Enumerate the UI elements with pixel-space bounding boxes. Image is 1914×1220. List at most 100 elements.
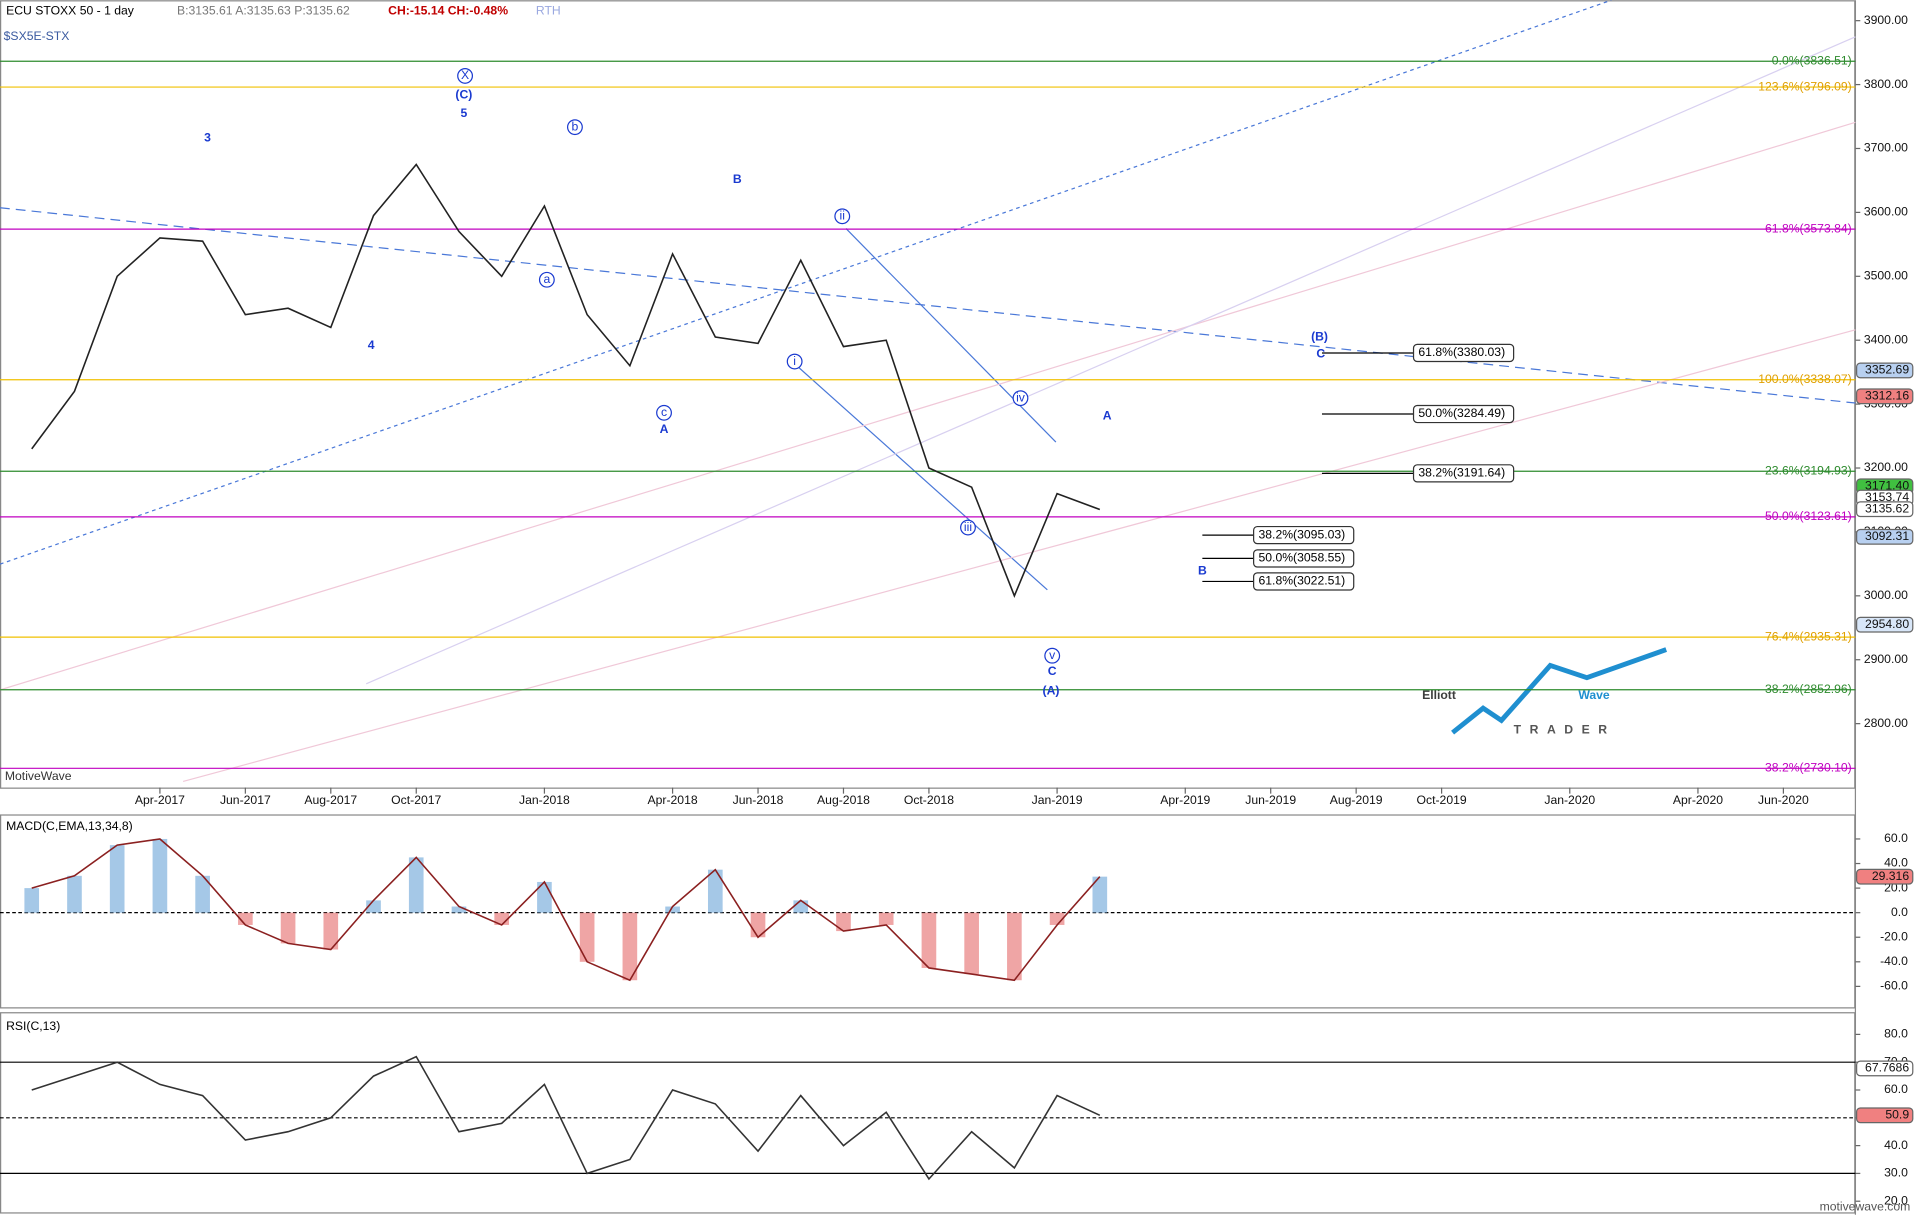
x-tick-label: Apr-2020	[1673, 793, 1723, 807]
wave-circle	[834, 208, 851, 225]
price-tag	[1856, 388, 1914, 405]
wave-label: (A)	[1043, 683, 1060, 697]
projection-box	[1412, 464, 1515, 483]
macd-bar	[109, 845, 125, 913]
fib-label: 0.0%(3836.51)	[1772, 53, 1852, 67]
macd-bar	[280, 912, 296, 944]
fib-label: 23.6%(3194.93)	[1765, 463, 1852, 477]
wave-circle	[566, 119, 583, 136]
y-tick-label: -40.0	[1880, 954, 1908, 968]
trend-lines	[0, 0, 1856, 783]
wave-label: iv	[1016, 390, 1026, 404]
projection-box	[1253, 549, 1355, 568]
price-tag-label: 29.316	[1872, 869, 1909, 883]
fib-label: 38.2%(2730.10)	[1765, 761, 1852, 775]
price-tag-label: 3092.31	[1865, 529, 1909, 543]
y-tick-label: 3800.00	[1864, 77, 1908, 91]
wave-label: (C)	[455, 88, 472, 102]
macd-bar	[964, 912, 979, 975]
y-tick-label: 3700.00	[1864, 141, 1908, 155]
x-tick-label: Oct-2019	[1417, 793, 1467, 807]
price-tag-label: 67.7686	[1865, 1061, 1909, 1075]
macd-bar	[24, 888, 40, 913]
ticker: $SX5E-STX	[4, 29, 70, 43]
x-tick-label: Apr-2017	[135, 793, 185, 807]
y-tick-label: 60.0	[1884, 831, 1908, 845]
wave-label: B	[733, 172, 742, 186]
logo-word: Elliott	[1422, 688, 1456, 702]
x-tick-label: Jun-2020	[1758, 793, 1809, 807]
x-tick-label: Aug-2018	[817, 793, 870, 807]
wave-label: 3	[204, 130, 211, 144]
projection-label: 50.0%(3284.49)	[1418, 406, 1505, 420]
x-tick-label: Apr-2019	[1160, 793, 1210, 807]
macd-bar	[67, 875, 82, 913]
wave-label: C	[1316, 346, 1325, 360]
projection-label: 38.2%(3191.64)	[1418, 466, 1505, 480]
fib-label: 38.2%(2852.96)	[1765, 682, 1852, 696]
x-tick-label: Oct-2017	[391, 793, 441, 807]
x-tick-label: Jun-2018	[733, 793, 784, 807]
y-tick-label: 2800.00	[1864, 716, 1908, 730]
y-tick-label: 3900.00	[1864, 13, 1908, 27]
logo: Elliott Wave TRADER	[1422, 647, 1668, 736]
wave-label: A	[1103, 409, 1112, 423]
y-tick-label: 80.0	[1884, 1027, 1908, 1041]
projection-box	[1253, 572, 1355, 591]
wave-circle	[457, 67, 474, 84]
projection-label: 61.8%(3022.51)	[1259, 574, 1346, 588]
wave-circle	[1044, 647, 1061, 664]
macd-bar	[408, 857, 424, 913]
macd-bar	[665, 906, 680, 913]
x-tick-label: Oct-2018	[904, 793, 954, 807]
projection-box	[1412, 404, 1515, 424]
wave-label: b	[572, 119, 579, 133]
macd-line	[31, 838, 1101, 982]
rsi-line	[31, 1055, 1101, 1181]
macd-bar	[323, 912, 339, 950]
wave-label: ii	[840, 208, 845, 222]
wave-label: (B)	[1311, 329, 1328, 343]
x-tick-label: Aug-2017	[304, 793, 357, 807]
y-tick-label: 2900.00	[1864, 652, 1908, 666]
price-tag	[1856, 528, 1914, 545]
quote: B:3135.61 A:3135.63 P:3135.62	[177, 3, 350, 17]
y-tick-label: 0.0	[1891, 905, 1908, 919]
y-tick-label: 30.0	[1884, 1166, 1908, 1180]
wave-label: i	[793, 354, 796, 368]
price-tag	[1856, 501, 1914, 518]
fib-label: 100.0%(3338.07)	[1758, 372, 1852, 386]
projection-label: 38.2%(3095.03)	[1259, 527, 1346, 541]
price-tag-label: 50.9	[1885, 1108, 1909, 1122]
x-tick-label: Jan-2020	[1544, 793, 1595, 807]
x-tick-label: Jan-2018	[519, 793, 570, 807]
price-tag-label: 3153.74	[1865, 490, 1909, 504]
macd-bar	[451, 906, 467, 913]
logo-swoosh	[1451, 647, 1668, 735]
projection-box	[1253, 525, 1355, 545]
macd-bar	[707, 869, 723, 913]
macd-bar	[836, 912, 851, 932]
fib-label: 123.6%(3796.09)	[1758, 79, 1852, 93]
x-tick-label: Jan-2019	[1032, 793, 1083, 807]
session: RTH	[536, 3, 561, 17]
price-tag	[1856, 868, 1914, 885]
wave-label: C	[1048, 664, 1057, 678]
macd-bar	[793, 900, 809, 913]
y-tick-label: 3200.00	[1864, 460, 1908, 474]
wave-label: X	[461, 68, 469, 82]
y-tick-label: 20.0	[1884, 1193, 1908, 1207]
y-tick-label: 40.0	[1884, 856, 1908, 870]
rsi-title: RSI(C,13)	[6, 1019, 60, 1033]
wave-label: v	[1049, 648, 1056, 662]
y-tick-label: 60.0	[1884, 1082, 1908, 1096]
wave-label: 4	[368, 338, 375, 352]
price-tag-label: 2954.80	[1865, 617, 1909, 631]
logo-word: TRADER	[1514, 722, 1616, 736]
fib-label: 61.8%(3573.84)	[1765, 221, 1852, 235]
fib-label: 50.0%(3123.61)	[1765, 509, 1852, 523]
x-tick-label: Jun-2019	[1245, 793, 1296, 807]
pane-borders	[0, 0, 1857, 1215]
y-tick-label: 3600.00	[1864, 205, 1908, 219]
macd-bar	[921, 912, 937, 968]
